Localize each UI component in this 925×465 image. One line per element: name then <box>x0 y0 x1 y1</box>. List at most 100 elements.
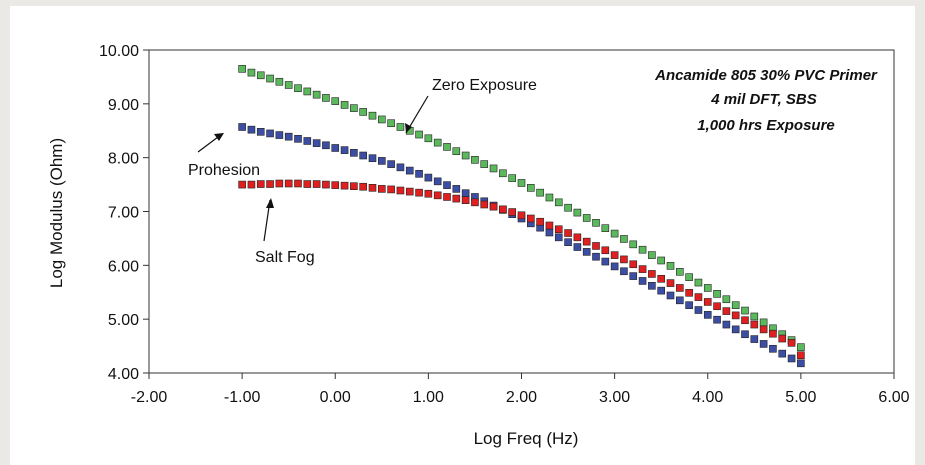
data-point <box>787 354 796 363</box>
data-point <box>331 97 340 105</box>
data-point <box>303 180 312 188</box>
x-tick-label: -2.00 <box>131 389 168 406</box>
data-point <box>424 189 433 198</box>
data-point <box>433 191 442 200</box>
data-point <box>443 181 451 189</box>
data-point <box>750 312 759 321</box>
data-point <box>312 139 321 147</box>
data-point <box>340 146 349 154</box>
data-point <box>564 229 572 237</box>
data-point <box>638 277 647 285</box>
data-point <box>303 137 312 145</box>
annotation-line-2: 4 mil DFT, SBS <box>710 91 817 108</box>
series-zero-exposure <box>238 65 805 351</box>
data-point <box>247 180 256 189</box>
data-point <box>685 301 693 309</box>
arrowhead-prohesion <box>214 133 224 141</box>
data-point <box>266 180 274 188</box>
data-point <box>676 267 684 276</box>
data-point <box>396 186 405 195</box>
data-point <box>573 233 582 242</box>
data-point <box>387 185 395 194</box>
data-point <box>378 157 386 165</box>
data-point <box>396 123 405 131</box>
data-point <box>601 257 610 266</box>
data-point <box>629 272 638 280</box>
data-point <box>256 128 265 136</box>
data-point <box>713 290 721 298</box>
data-point <box>620 255 628 264</box>
series-prohesion <box>238 123 805 368</box>
data-point <box>424 173 433 182</box>
data-point <box>256 180 265 188</box>
data-point <box>722 320 731 329</box>
data-point <box>294 135 302 143</box>
data-point <box>284 179 293 188</box>
data-point <box>303 87 312 96</box>
data-point <box>741 316 749 325</box>
data-point <box>499 205 507 214</box>
data-point <box>713 302 721 311</box>
data-point <box>387 119 395 128</box>
data-point <box>284 81 293 89</box>
data-point <box>443 193 451 201</box>
data-point <box>499 169 507 178</box>
data-point <box>638 265 647 273</box>
data-point <box>461 196 470 204</box>
x-tick-label: 2.00 <box>506 389 537 406</box>
data-point <box>759 340 768 348</box>
data-point <box>797 351 805 360</box>
data-point <box>610 251 619 259</box>
data-point <box>703 284 712 292</box>
data-point <box>685 273 693 281</box>
y-tick-label: 6.00 <box>108 258 139 275</box>
data-point <box>359 182 367 191</box>
data-point <box>629 260 638 269</box>
data-point <box>592 219 600 227</box>
data-point <box>322 180 330 189</box>
data-point <box>368 184 377 192</box>
data-point <box>489 164 498 173</box>
data-point <box>657 286 665 295</box>
y-tick-label: 10.00 <box>99 43 139 60</box>
data-point <box>508 174 516 182</box>
data-point <box>433 177 442 186</box>
data-point <box>731 311 740 320</box>
data-point <box>797 359 805 368</box>
data-point <box>461 189 470 197</box>
y-tick-label: 9.00 <box>108 97 139 114</box>
data-point <box>256 71 265 80</box>
data-point <box>424 134 433 143</box>
data-point <box>769 329 777 338</box>
data-point <box>238 180 246 189</box>
data-point <box>443 143 451 151</box>
data-point <box>787 339 796 347</box>
y-tick-label: 5.00 <box>108 312 139 329</box>
data-point <box>554 225 563 234</box>
y-tick-label: 4.00 <box>108 366 139 383</box>
data-point <box>471 198 479 207</box>
data-point <box>564 203 572 212</box>
data-point <box>405 187 414 196</box>
y-ticks: 4.00 5.00 6.00 7.00 8.00 9.00 10.00 <box>99 43 149 383</box>
x-tick-label: 4.00 <box>692 389 723 406</box>
data-point <box>527 214 535 223</box>
data-point <box>564 238 572 246</box>
data-point <box>415 170 423 178</box>
label-prohesion: Prohesion <box>188 162 260 179</box>
data-point <box>340 101 349 109</box>
data-point <box>415 130 423 139</box>
data-point <box>620 235 628 243</box>
data-point <box>452 194 461 203</box>
data-point <box>694 293 703 301</box>
data-point <box>731 325 740 334</box>
data-point <box>517 211 526 220</box>
data-point <box>294 84 302 93</box>
data-point <box>778 349 787 358</box>
data-point <box>378 185 386 193</box>
data-point <box>573 208 582 217</box>
data-point <box>676 284 684 292</box>
data-point <box>517 179 526 187</box>
data-point <box>759 325 768 334</box>
data-point <box>322 94 330 102</box>
